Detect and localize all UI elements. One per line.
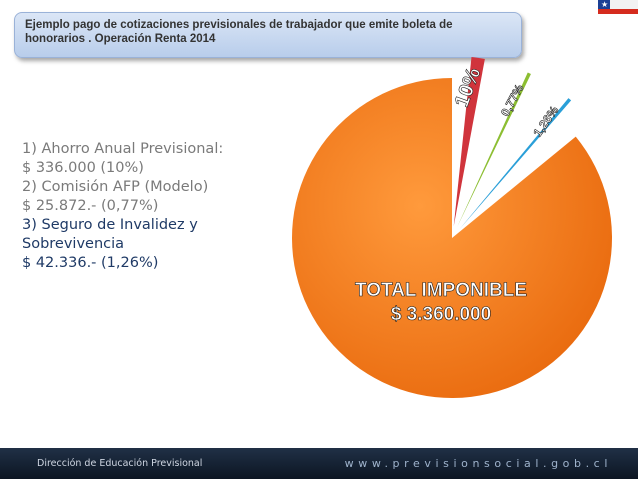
footer-website: www.previsionsocial.gob.cl bbox=[344, 457, 612, 470]
chile-flag-logo: ★ bbox=[598, 0, 638, 20]
footer-organization: Dirección de Educación Previsional bbox=[37, 458, 203, 469]
info-line: $ 25.872.- (0,77%) bbox=[22, 198, 159, 214]
pie-slice-2 bbox=[457, 72, 531, 228]
contribution-details: 1) Ahorro Anual Previsional: $ 336.000 (… bbox=[22, 140, 282, 273]
info-line: $ 336.000 (10%) bbox=[22, 160, 144, 176]
pie-slice-3 bbox=[459, 98, 572, 229]
info-line: 2) Comisión AFP (Modelo) bbox=[22, 179, 209, 195]
info-line: Sobrevivencia bbox=[22, 236, 125, 252]
pie-chart: 10% 0,77%1,26% TOTAL IMPONIBLE $ 3.360.00… bbox=[292, 57, 612, 399]
pie-slice-total-imponible bbox=[292, 78, 612, 399]
slide-title: Ejemplo pago de cotizaciones previsional… bbox=[14, 12, 522, 58]
total-imponible-value: $ 3.360.000 bbox=[391, 304, 491, 325]
info-line: 1) Ahorro Anual Previsional: bbox=[22, 141, 224, 157]
footer-bar: Dirección de Educación Previsional www.p… bbox=[0, 448, 638, 479]
pie-slice-label: 10% bbox=[451, 65, 485, 110]
info-line: $ 42.336.- (1,26%) bbox=[22, 255, 159, 271]
pie-slice-label: 1,26% bbox=[530, 103, 561, 139]
pie-slice-1 bbox=[453, 57, 485, 227]
pie-slice-label: 0,77% bbox=[498, 82, 526, 119]
total-imponible-label: TOTAL IMPONIBLE bbox=[355, 280, 527, 301]
info-line: 3) Seguro de Invalidez y bbox=[22, 217, 198, 233]
